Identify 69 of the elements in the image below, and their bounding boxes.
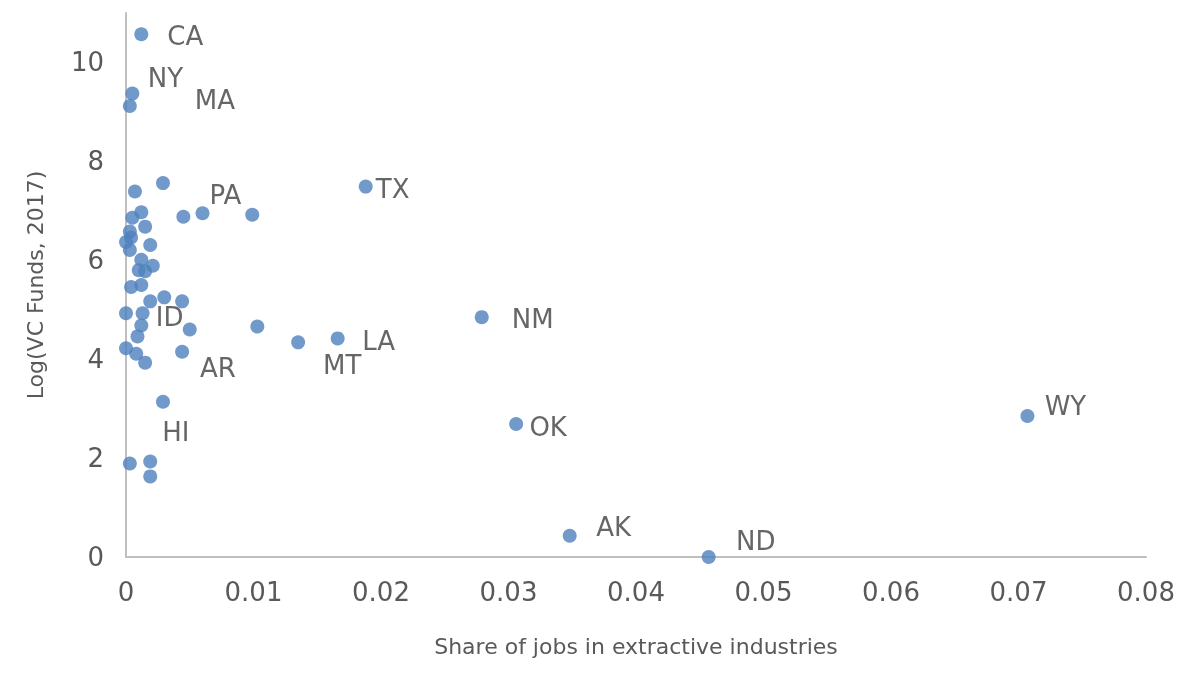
point <box>474 310 489 325</box>
point <box>131 263 146 278</box>
point <box>509 416 524 431</box>
point <box>143 237 158 252</box>
point <box>245 207 260 222</box>
y-tick-label: 4 <box>87 344 104 375</box>
y-tick-label: 2 <box>87 443 104 474</box>
y-tick-label: 8 <box>87 146 104 177</box>
point <box>138 219 153 234</box>
y-tick-label: 10 <box>70 47 104 78</box>
annotation: OK <box>529 411 568 442</box>
point <box>127 184 142 199</box>
point <box>143 294 158 309</box>
point <box>119 341 133 356</box>
x-tick-label: 0.06 <box>862 577 920 607</box>
point <box>129 346 144 361</box>
point <box>125 86 140 101</box>
annotation: NY <box>147 62 184 93</box>
point <box>130 329 145 344</box>
point <box>195 206 210 221</box>
point <box>176 209 191 224</box>
x-axis-title: Share of jobs in extractive industries <box>434 633 838 659</box>
annotation: AR <box>200 352 236 383</box>
point <box>135 306 150 321</box>
annotation: HI <box>162 416 190 447</box>
x-tick-label: 0 <box>117 577 135 607</box>
annotation: PA <box>209 179 242 210</box>
point <box>124 279 139 294</box>
y-tick-label: 0 <box>87 542 104 572</box>
annotation: CA <box>167 21 204 52</box>
point <box>143 454 158 469</box>
point <box>125 210 140 225</box>
point <box>143 469 158 484</box>
point <box>122 98 137 113</box>
annotation: MT <box>322 350 362 381</box>
point <box>122 242 137 257</box>
point <box>291 335 306 350</box>
point <box>701 550 716 564</box>
point <box>122 456 137 471</box>
point <box>1020 409 1035 424</box>
point <box>358 179 373 194</box>
y-axis-title: Log(VC Funds, 2017) <box>22 170 48 400</box>
x-tick-label: 0.05 <box>734 577 793 607</box>
annotation: ND <box>735 526 776 556</box>
x-tick-label: 0.08 <box>1117 577 1175 607</box>
point <box>155 176 170 191</box>
x-tick-label: 0.03 <box>479 577 538 607</box>
point <box>157 290 172 305</box>
annotation: ID <box>155 302 184 333</box>
x-tick-label: 0.01 <box>224 577 283 607</box>
annotation: MA <box>194 84 236 115</box>
point <box>138 355 153 370</box>
y-tick-label: 6 <box>87 245 104 276</box>
annotation: LA <box>362 326 396 357</box>
annotation: NM <box>511 304 554 335</box>
point <box>175 344 190 359</box>
point <box>562 528 577 543</box>
annotation: TX <box>374 173 410 204</box>
point <box>119 306 133 321</box>
annotation: AK <box>596 511 633 542</box>
point <box>250 319 265 334</box>
point <box>330 331 345 346</box>
point <box>182 322 197 337</box>
point <box>134 27 149 42</box>
annotation: WY <box>1044 391 1087 422</box>
point <box>155 394 170 409</box>
x-tick-label: 0.07 <box>989 577 1048 607</box>
x-tick-label: 0.02 <box>352 577 410 607</box>
x-tick-label: 0.04 <box>607 577 665 607</box>
